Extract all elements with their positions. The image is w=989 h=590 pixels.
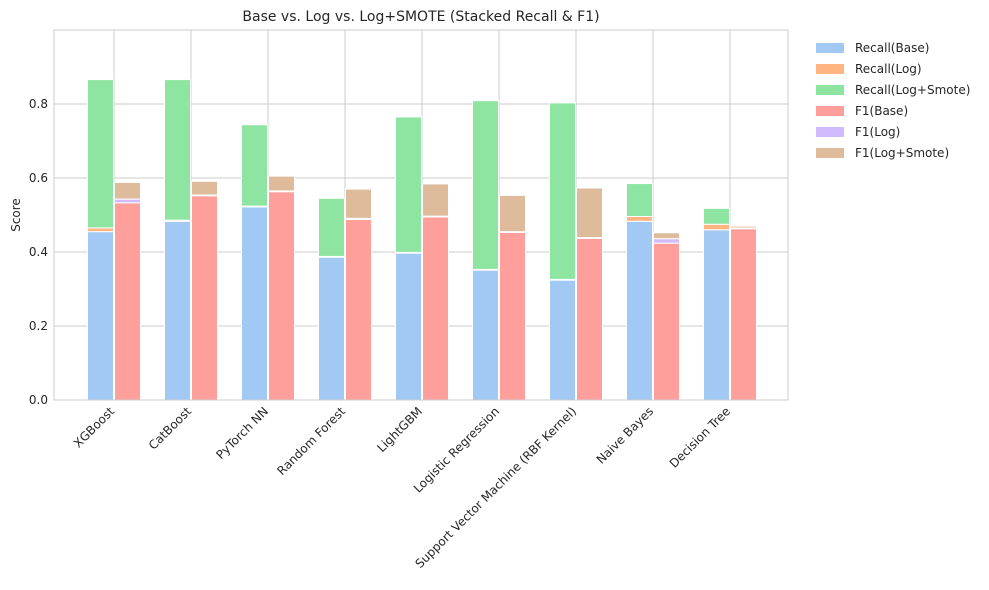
x-tick-label: PyTorch NN bbox=[213, 404, 271, 462]
bar-f1-log-smote bbox=[422, 183, 449, 217]
bar-recall-log-smote bbox=[549, 102, 576, 280]
bar-recall-base bbox=[626, 220, 653, 401]
legend-swatch-f1-log-smote bbox=[816, 148, 844, 158]
bar-recall-log bbox=[87, 227, 114, 233]
bar-recall-log-smote bbox=[87, 79, 114, 229]
bar-f1-base bbox=[422, 216, 449, 401]
legend-swatch-recall-base bbox=[816, 43, 844, 53]
legend-swatch-recall-log bbox=[816, 64, 844, 74]
bar-f1-log-smote bbox=[114, 181, 141, 200]
legend: Recall(Base) Recall(Log) Recall(Log+Smote)… bbox=[816, 41, 970, 160]
y-tick-label: 0.4 bbox=[29, 245, 48, 259]
bar-f1-log-smote bbox=[345, 188, 372, 219]
x-tick-label: Decision Tree bbox=[667, 404, 733, 470]
legend-label: F1(Base) bbox=[855, 104, 908, 118]
y-tick-label: 0.8 bbox=[29, 97, 48, 111]
bar-f1-base bbox=[345, 218, 372, 401]
bar-recall-base bbox=[318, 256, 345, 401]
chart-title: Base vs. Log vs. Log+SMOTE (Stacked Reca… bbox=[242, 9, 599, 25]
x-tick-label: CatBoost bbox=[146, 404, 195, 453]
bar-f1-log-smote bbox=[730, 225, 757, 229]
bar-f1-base bbox=[576, 237, 603, 401]
y-tick-label: 0.0 bbox=[29, 393, 48, 407]
y-tick-label: 0.6 bbox=[29, 171, 48, 185]
bar-recall-log-smote bbox=[703, 207, 730, 225]
bar-f1-base bbox=[268, 191, 295, 401]
legend-label: Recall(Base) bbox=[855, 41, 929, 55]
bar-f1-base bbox=[499, 231, 526, 401]
bar-recall-base bbox=[395, 252, 422, 401]
bar-f1-log-smote bbox=[268, 175, 295, 192]
x-tick-label: Random Forest bbox=[274, 404, 348, 478]
bar-recall-log-smote bbox=[318, 197, 345, 257]
bar-f1-base bbox=[653, 242, 680, 401]
bar-recall-log-smote bbox=[164, 79, 191, 221]
y-axis-ticks: 0.0 0.2 0.4 0.6 0.8 bbox=[29, 97, 48, 407]
bar-recall-log-smote bbox=[241, 124, 268, 207]
bar-recall-log-smote bbox=[472, 100, 499, 270]
bar-f1-base bbox=[191, 195, 218, 401]
bar-recall-base bbox=[164, 220, 191, 401]
legend-label: Recall(Log+Smote) bbox=[855, 83, 970, 97]
x-tick-label: LightGBM bbox=[374, 404, 425, 455]
bars bbox=[87, 79, 757, 401]
bar-recall-base bbox=[241, 206, 268, 401]
legend-swatch-recall-log-smote bbox=[816, 85, 844, 95]
y-tick-label: 0.2 bbox=[29, 319, 48, 333]
bar-recall-log-smote bbox=[395, 116, 422, 253]
bar-recall-log-smote bbox=[626, 183, 653, 217]
bar-f1-log bbox=[114, 198, 141, 204]
x-tick-label: Support Vector Machine (RBF Kernel) bbox=[412, 404, 579, 571]
bar-recall-base bbox=[472, 269, 499, 401]
x-axis-ticks: XGBoost CatBoost PyTorch NN Random Forest Li… bbox=[71, 404, 733, 571]
bar-recall-log bbox=[626, 215, 653, 222]
bar-recall-base bbox=[549, 279, 576, 401]
x-tick-label: Logistic Regression bbox=[411, 404, 502, 495]
legend-label: F1(Log) bbox=[855, 125, 900, 139]
bar-f1-base bbox=[730, 228, 757, 401]
legend-label: Recall(Log) bbox=[855, 62, 922, 76]
legend-swatch-f1-log bbox=[816, 127, 844, 137]
x-tick-label: Naive Bayes bbox=[594, 404, 656, 466]
legend-swatch-f1-base bbox=[816, 106, 844, 116]
bar-recall-base bbox=[87, 231, 114, 401]
bar-f1-log bbox=[653, 238, 680, 244]
legend-label: F1(Log+Smote) bbox=[855, 146, 949, 160]
bar-f1-log-smote bbox=[576, 187, 603, 239]
plot-frame bbox=[53, 29, 789, 401]
bar-f1-log-smote bbox=[499, 194, 526, 233]
y-axis-label: Score bbox=[9, 198, 23, 232]
bar-f1-log-smote bbox=[191, 180, 218, 196]
bar-recall-log bbox=[703, 223, 730, 231]
bar-f1-base bbox=[114, 202, 141, 401]
bar-recall-base bbox=[703, 229, 730, 401]
x-tick-label: XGBoost bbox=[71, 404, 117, 450]
bar-f1-log-smote bbox=[653, 232, 680, 240]
